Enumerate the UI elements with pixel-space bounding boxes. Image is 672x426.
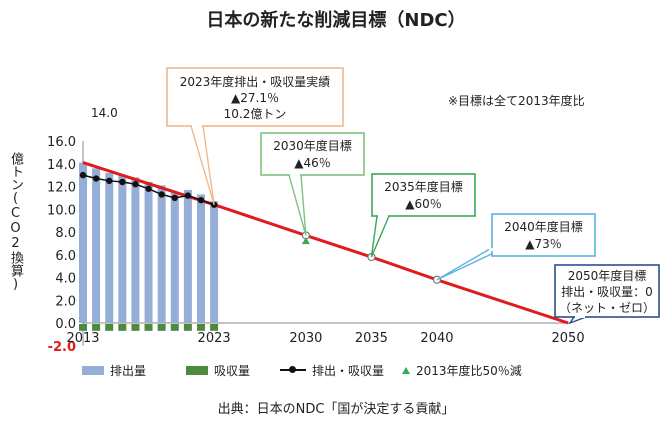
absorption-bar — [210, 324, 219, 331]
net-point — [119, 178, 126, 186]
callout-box — [491, 213, 596, 257]
absorption-bar — [79, 324, 87, 331]
data-label: 14.0 — [91, 106, 118, 120]
source-footnote: 出典：日本のNDC「国が決定する貢献」 — [217, 402, 455, 417]
x-tick-label: 2035 — [355, 331, 388, 346]
net-point — [171, 194, 178, 202]
callout-box — [260, 132, 365, 176]
net-point — [184, 192, 192, 199]
callout-pointer — [190, 125, 215, 205]
net-point — [79, 171, 87, 179]
callout-text: （ネット・ゼロ） — [559, 301, 655, 315]
y-tick-label: 12.0 — [47, 181, 76, 196]
y-tick-label: 2.0 — [55, 294, 76, 309]
y-tick-label: 8.0 — [55, 226, 76, 241]
callout-text: ▲46％ — [294, 156, 331, 170]
x-tick-label: 2023 — [198, 331, 231, 346]
y-tick-label: -2.0 — [48, 340, 76, 355]
net-point — [106, 177, 113, 185]
absorption-bar — [92, 324, 101, 331]
callout-pointer — [436, 249, 501, 281]
absorption-bar — [105, 324, 114, 331]
emissions-bar — [210, 201, 219, 323]
x-tick-label: 2040 — [420, 331, 453, 346]
callout-joint — [575, 315, 585, 318]
y-tick-label: 4.0 — [55, 272, 76, 287]
absorption-bar — [170, 324, 179, 331]
x-tick-label: 2013 — [66, 331, 99, 346]
callout-text: 10.2億トン — [224, 107, 287, 121]
emissions-bar — [105, 172, 114, 323]
net-point — [92, 175, 100, 182]
y-tick-label: 14.0 — [47, 158, 76, 173]
callout-text: 2050年度目標 — [568, 268, 647, 283]
y-tick-label: 10.0 — [47, 203, 76, 218]
x-tick-label: 2030 — [289, 331, 322, 346]
callout-text: ▲60％ — [405, 197, 442, 211]
half-reduction-marker — [301, 237, 310, 245]
net-point — [158, 191, 165, 198]
callout-box — [554, 264, 660, 318]
absorption-bar — [118, 324, 127, 331]
baseline-note: ※目標は全て2013年度比 — [448, 94, 585, 108]
callout-pointer — [370, 215, 391, 258]
callout-joint — [192, 124, 202, 127]
absorption-bar — [196, 324, 205, 331]
chart-legend: 排出量 吸収量 排出・吸収量 2013年度比50％減 — [82, 361, 602, 381]
callout-joint — [290, 173, 300, 176]
net-point — [145, 185, 152, 192]
legend-item-half: 2013年度比50％減 — [400, 361, 522, 379]
emissions-bar — [170, 192, 179, 323]
net-point — [197, 196, 205, 204]
callout-text: 2035年度目標 — [384, 179, 463, 194]
callout-box — [166, 67, 344, 127]
callout-text: 2030年度目標 — [273, 138, 352, 153]
absorption-bar — [157, 324, 166, 331]
callout-text: ▲27.1％ — [231, 91, 279, 105]
legend-swatch-absorption — [186, 365, 208, 375]
y-tick-label: 6.0 — [55, 249, 76, 264]
legend-label-half: 2013年度比50％減 — [416, 363, 522, 378]
callout-text: 2023年度排出・吸収量実績 — [180, 74, 331, 89]
legend-item-emissions: 排出量 — [82, 361, 146, 379]
y-tick-label: 16.0 — [47, 135, 76, 150]
y-axis-label-text: 億トン(CO2換算) — [8, 152, 23, 292]
absorption-bar — [144, 324, 153, 331]
legend-swatch-half — [402, 366, 410, 374]
legend-label-absorption: 吸収量 — [214, 363, 251, 378]
absorption-bar — [183, 324, 192, 331]
emissions-bar — [131, 177, 140, 323]
absorption-bar — [131, 324, 140, 331]
emissions-bar — [79, 162, 87, 323]
emissions-bar — [157, 185, 166, 323]
callout-text: 2040年度目標 — [504, 219, 583, 234]
callout-text: ▲73％ — [525, 237, 562, 251]
legend-item-net: 排出・吸収量 — [280, 361, 384, 379]
y-tick-label: 0.0 — [55, 317, 76, 332]
emissions-bar — [196, 194, 205, 323]
legend-swatch-net — [280, 365, 306, 375]
callout-joint — [378, 214, 388, 217]
callout-text: 排出・吸収量：0 — [561, 285, 653, 299]
legend-swatch-emissions — [82, 365, 104, 375]
emissions-bar — [118, 175, 127, 323]
emissions-bar — [183, 189, 192, 323]
x-tick-label: 2050 — [552, 331, 585, 346]
callout-box — [371, 173, 476, 217]
emissions-bar — [92, 168, 101, 323]
chart-title: 日本の新たな削減目標（NDC） — [206, 10, 466, 31]
net-point — [132, 181, 139, 188]
callout-pointer — [288, 174, 307, 236]
y-axis-label: 億トン(CO2換算) — [8, 152, 26, 292]
legend-label-net: 排出・吸収量 — [312, 363, 385, 378]
callout-joint — [489, 248, 499, 251]
legend-label-emissions: 排出量 — [110, 363, 147, 378]
emissions-bar — [144, 181, 153, 323]
legend-item-absorption: 吸収量 — [186, 361, 250, 379]
